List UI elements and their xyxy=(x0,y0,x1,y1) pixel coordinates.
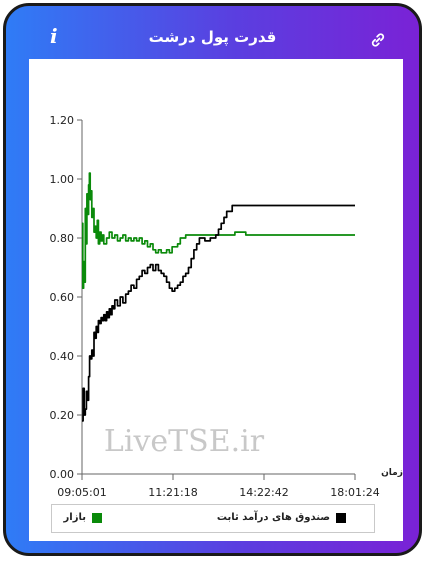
legend-swatch-fixed-income xyxy=(336,512,346,523)
y-tick-label: 0.80 xyxy=(50,232,75,245)
y-tick-label: 1.00 xyxy=(50,173,75,186)
y-tick-label: 0.60 xyxy=(50,291,75,304)
chart-panel: LiveTSE.ir 0.00 0.20 0.40 0.60 0.80 1.00 1.20 0… xyxy=(29,59,403,541)
line-chart: LiveTSE.ir 0.000.200.400.600.801.001.200… xyxy=(50,114,403,499)
legend-item-market[interactable]: بازار xyxy=(64,512,102,523)
x-tick-label: 14:22:42 xyxy=(239,486,288,499)
y-tick-label: 0.20 xyxy=(50,409,75,422)
series-line-fixed-income xyxy=(82,204,355,422)
x-tick-label: 11:21:18 xyxy=(148,486,197,499)
y-tick-label: 1.20 xyxy=(50,114,75,127)
x-axis-label: زمان xyxy=(381,468,403,478)
series-line-market xyxy=(81,172,355,290)
legend-swatch-market xyxy=(92,512,102,523)
legend-label-market: بازار xyxy=(63,512,86,523)
series-layer xyxy=(81,172,355,422)
y-tick-label: 0.00 xyxy=(50,468,75,481)
chart-axes: 0.00 0.20 0.40 0.60 0.80 1.00 1.20 09:05:01 11:2… xyxy=(50,114,380,499)
card-title: قدرت پول درشت xyxy=(148,28,277,46)
legend-item-fixed-income[interactable]: صندوق های درآمد ثابت xyxy=(217,512,346,523)
info-icon[interactable]: i xyxy=(50,24,58,48)
x-tick-label: 09:05:01 xyxy=(57,486,106,499)
link-icon[interactable] xyxy=(370,32,386,48)
watermark: LiveTSE.ir xyxy=(104,424,265,459)
chart-card: قدرت پول درشت i LiveTSE.ir 0.00 0.20 0.40 0… xyxy=(3,3,422,556)
card-header: قدرت پول درشت i xyxy=(6,6,419,54)
y-tick-label: 0.40 xyxy=(50,350,75,363)
x-tick-label: 18:01:24 xyxy=(330,486,379,499)
legend-label-fixed-income: صندوق های درآمد ثابت xyxy=(216,512,330,523)
chart-legend: صندوق های درآمد ثابت بازار xyxy=(51,504,375,533)
